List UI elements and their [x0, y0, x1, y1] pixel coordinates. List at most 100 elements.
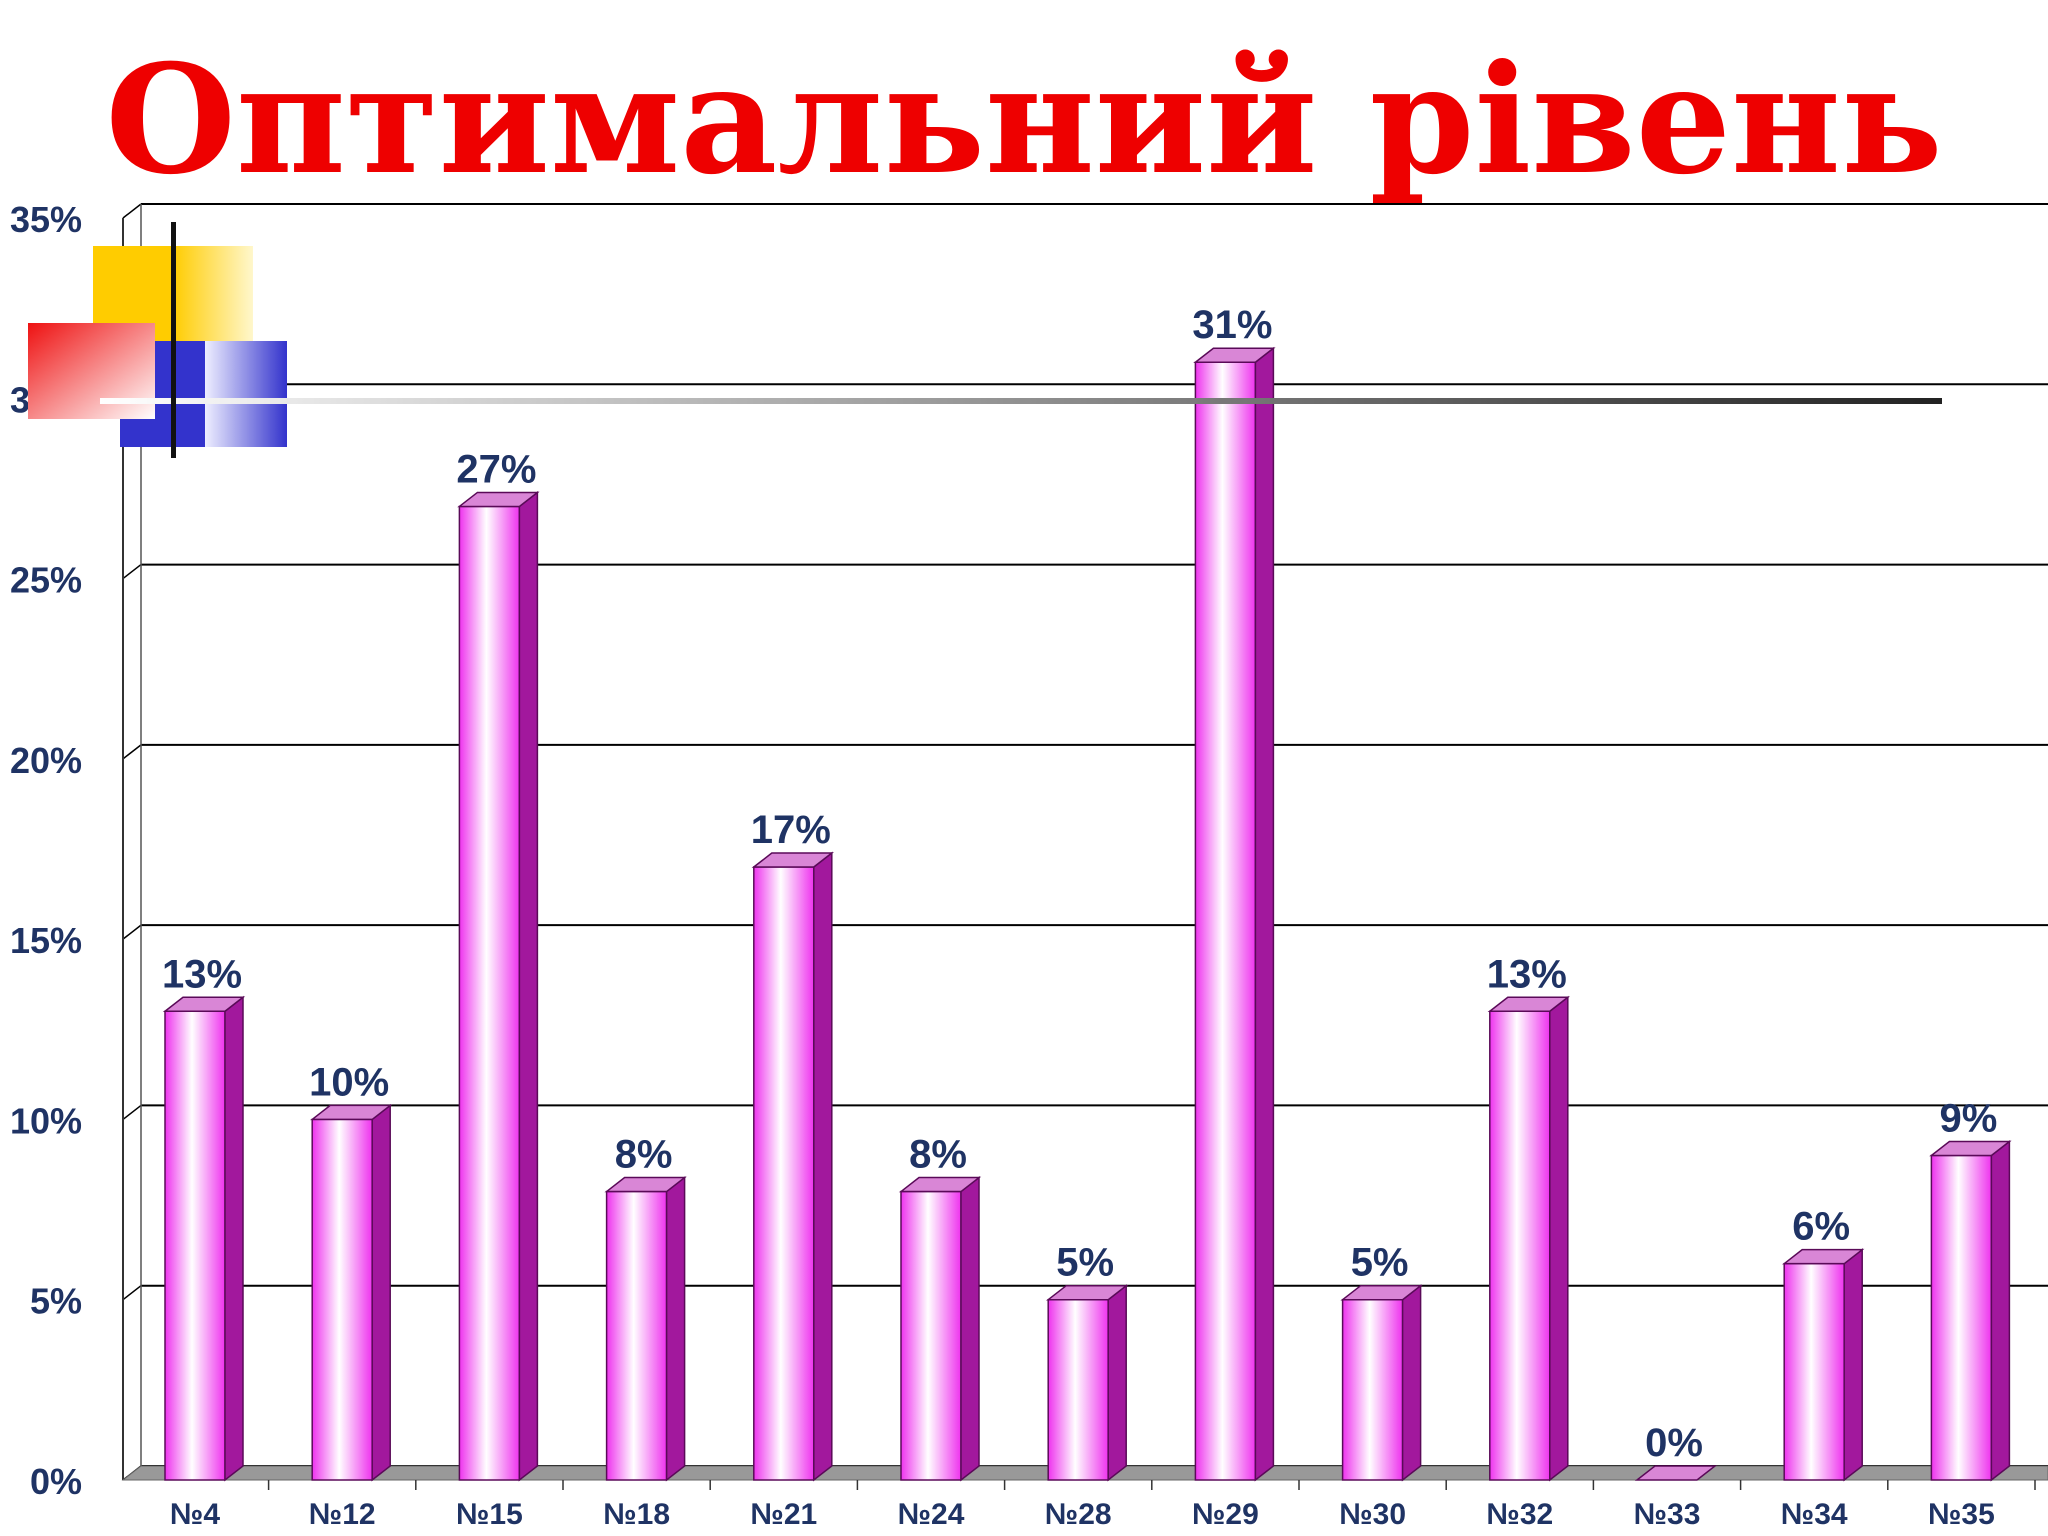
- bar-front: [1930, 1154, 1993, 1481]
- bar: [1046, 1284, 1129, 1482]
- bar-side: [665, 1176, 686, 1482]
- bar: [898, 1176, 982, 1482]
- bar-top: [1340, 1284, 1423, 1301]
- bar: [1193, 346, 1276, 1482]
- bar-top: [898, 1176, 982, 1193]
- data-label: 13%: [162, 952, 242, 996]
- data-label: 6%: [1792, 1205, 1850, 1249]
- bar-top: [1046, 1284, 1129, 1301]
- data-label: 31%: [1192, 303, 1272, 347]
- y-tick-label: 25%: [10, 560, 82, 601]
- y-tick-label: 15%: [10, 920, 82, 961]
- deco-horizontal-rule: [100, 398, 1942, 404]
- bar-side: [518, 490, 539, 1482]
- bar: [162, 995, 246, 1482]
- bar-side: [1990, 1139, 2011, 1482]
- data-labels: 13% 10% 27% 8% 17% 8% 5% 31% 5% 13% 0% 6% 9%: [162, 303, 1997, 1465]
- bar: [1634, 1465, 1718, 1481]
- bar-side: [1254, 346, 1275, 1482]
- bar-top: [1782, 1248, 1865, 1265]
- x-tick-label: №30: [1339, 1498, 1406, 1531]
- bar-front: [1783, 1262, 1845, 1481]
- bar: [1487, 995, 1570, 1482]
- y-tick-label: 35%: [10, 199, 82, 240]
- bar-top: [310, 1104, 393, 1121]
- bar-top: [162, 996, 246, 1013]
- bar-front: [1194, 361, 1257, 1481]
- y-tick-label: 20%: [10, 740, 82, 781]
- bar-front: [458, 505, 521, 1481]
- x-tick-label: №12: [309, 1498, 376, 1531]
- bar-top: [1487, 996, 1570, 1013]
- deco-red-square: [28, 323, 155, 419]
- y-tick-label: 10%: [10, 1100, 82, 1141]
- bar-front: [1341, 1298, 1404, 1481]
- bar: [310, 1103, 393, 1482]
- data-label: 8%: [909, 1133, 967, 1177]
- slide-title: Оптимальний рівень: [105, 32, 1943, 208]
- y-axis-tick-labels: 0%5%10%15%20%25%30%35%: [10, 199, 82, 1502]
- data-label: 10%: [309, 1060, 389, 1104]
- bar-front: [311, 1118, 373, 1481]
- bar: [1340, 1284, 1423, 1482]
- bar-front: [900, 1190, 962, 1481]
- grid-line-depth: [122, 203, 142, 219]
- data-label: 8%: [615, 1133, 673, 1177]
- bar-side: [960, 1176, 980, 1482]
- data-label: 27%: [456, 447, 536, 491]
- bar: [1782, 1248, 1865, 1482]
- data-label: 0%: [1645, 1421, 1703, 1465]
- bar-side: [1107, 1284, 1127, 1482]
- bar-front: [1047, 1298, 1109, 1481]
- y-tick-label: 0%: [30, 1461, 82, 1502]
- bar-side: [224, 995, 244, 1482]
- data-label: 17%: [751, 808, 831, 852]
- bar-side: [371, 1103, 391, 1482]
- bar-front: [605, 1190, 668, 1481]
- data-label: 13%: [1487, 952, 1567, 996]
- data-label: 5%: [1351, 1241, 1409, 1285]
- deco-vertical-rule: [171, 222, 176, 458]
- x-tick-label: №4: [170, 1498, 220, 1531]
- x-tick-label: №21: [750, 1498, 817, 1531]
- data-label: 5%: [1056, 1241, 1114, 1285]
- x-tick-label: №34: [1781, 1498, 1848, 1531]
- bar-top: [604, 1176, 687, 1193]
- x-tick-label: №15: [456, 1498, 523, 1531]
- x-tick-label: №18: [603, 1498, 670, 1531]
- x-tick-label: №24: [898, 1498, 965, 1531]
- grid-line-depth: [122, 1285, 142, 1301]
- y-tick-label: 5%: [30, 1281, 82, 1322]
- grid-line-depth: [122, 1104, 142, 1121]
- x-tick-label: №29: [1192, 1498, 1259, 1531]
- bar-side: [1401, 1284, 1422, 1482]
- x-tick-label: №28: [1045, 1498, 1112, 1531]
- bar-top: [457, 491, 540, 508]
- bar-front: [164, 1010, 226, 1481]
- grid-line-depth: [122, 563, 142, 580]
- bar-side: [813, 851, 833, 1482]
- bar-top: [1193, 347, 1276, 363]
- x-axis-tick-labels: №4 №12 №15 №18 №21 №24 №28 №29 №30 №32 №33 №34 №35: [170, 1480, 2036, 1531]
- bar-side: [1549, 995, 1569, 1482]
- x-tick-label: №33: [1634, 1498, 1701, 1531]
- bar-front: [1489, 1010, 1551, 1481]
- x-tick-label: №32: [1486, 1498, 1553, 1531]
- bar: [751, 851, 834, 1482]
- bar-front: [753, 866, 815, 1481]
- x-tick-label: №35: [1928, 1498, 1995, 1531]
- bars: [162, 346, 2012, 1482]
- bar: [457, 490, 540, 1482]
- bar: [604, 1176, 687, 1482]
- deco-blue-square-right: [205, 341, 287, 447]
- grid-line-depth: [122, 924, 142, 940]
- bar-top: [1634, 1465, 1718, 1481]
- bar-top: [751, 852, 834, 868]
- bar: [1929, 1139, 2012, 1482]
- data-label: 9%: [1939, 1096, 1997, 1140]
- bar-side: [1843, 1248, 1863, 1482]
- bar-top: [1929, 1140, 2012, 1157]
- grid-line-depth: [122, 744, 142, 760]
- decorative-ornament: [28, 222, 1942, 458]
